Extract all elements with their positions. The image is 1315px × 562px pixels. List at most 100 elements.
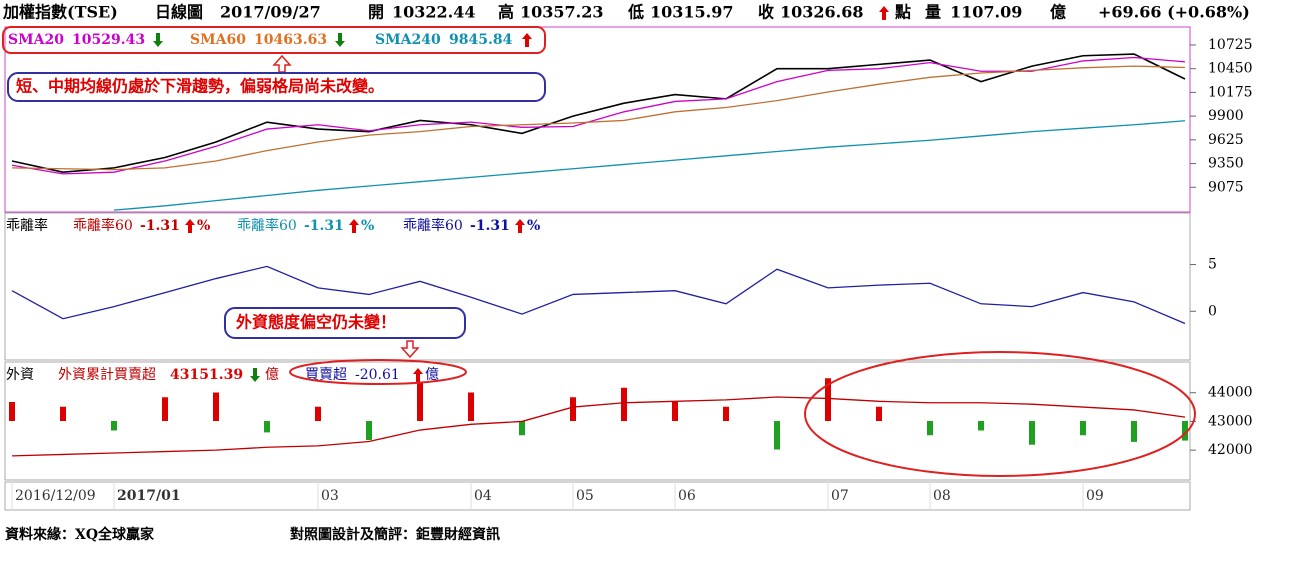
y-tick-label: 10725 (1208, 37, 1253, 53)
bar (1029, 421, 1035, 445)
legend-value: -1.31 (140, 218, 180, 234)
legend-value: 43151.39 (170, 367, 243, 383)
x-tick-label: 09 (1086, 488, 1104, 504)
legend-value: 10529.43 (72, 32, 145, 48)
annotation-frame (7, 72, 546, 102)
arrow-icon (879, 6, 889, 20)
annotation: 短、中期均線仍處於下滑趨勢，偏弱格局尚未改變。 (16, 77, 384, 96)
arrow-icon (413, 368, 423, 382)
y-tick-label: 10175 (1208, 84, 1253, 100)
bar (315, 406, 321, 421)
y-tick-label: 10450 (1208, 61, 1253, 77)
header-change: +69.66 (+0.68%) (1098, 3, 1250, 22)
series-line (11, 56, 1186, 175)
bar (1131, 421, 1137, 442)
header-low-label: 低 (627, 3, 644, 22)
y-tick-label: 44000 (1208, 385, 1253, 401)
y-tick-label: 42000 (1208, 442, 1253, 458)
series-line (113, 120, 1186, 211)
annotation-ellipse (289, 359, 467, 385)
annotation: 外資態度偏空仍未變！ (235, 313, 396, 332)
header-high-label: 高 (498, 3, 514, 22)
legend-name: 乖離率60 (403, 217, 463, 234)
header-open: 10322.44 (392, 3, 476, 22)
bar (60, 406, 66, 421)
legend-value: 10463.63 (254, 32, 327, 48)
legend-unit: % (361, 218, 374, 234)
y-tick-label: 9075 (1208, 179, 1244, 195)
x-tick-label: 2016/12/09 (15, 488, 96, 504)
arrow-icon (185, 219, 195, 233)
foreign-panel (4, 361, 1191, 481)
header-low: 10315.97 (650, 3, 734, 22)
header-index: 加權指數(TSE) (2, 3, 118, 22)
bar (825, 378, 831, 421)
annotation-frame (224, 307, 466, 339)
y-tick-label: 9350 (1208, 156, 1244, 172)
bar (570, 397, 576, 421)
legend-value: -1.31 (304, 218, 344, 234)
header-unit: 點 (895, 3, 911, 22)
footer-text: 資料來緣：XQ全球贏家 (5, 526, 155, 543)
series-line (11, 53, 1186, 173)
legend-value: 9845.84 (449, 32, 513, 48)
legend-unit: 億 (265, 367, 279, 383)
x-tick-label: 03 (321, 488, 339, 504)
bar (978, 421, 984, 431)
bar (621, 387, 627, 421)
arrow-icon (250, 368, 260, 382)
y-tick-label: 9625 (1208, 132, 1244, 148)
legend-value: -20.61 (355, 367, 400, 383)
annotation-ellipse (804, 351, 1196, 477)
x-axis (4, 481, 1191, 511)
bar (1080, 421, 1086, 436)
header-close-label: 收 (758, 3, 774, 22)
series-line (11, 65, 1186, 171)
series-line (11, 265, 1186, 325)
panel-title: 乖離率 (6, 217, 48, 234)
legend-name: 買賣超 (305, 367, 347, 383)
x-tick-label: 06 (678, 488, 696, 504)
bar (672, 402, 678, 421)
bar (519, 421, 525, 436)
legend-unit: % (197, 218, 210, 234)
header-close: 10326.68 (780, 3, 864, 22)
legend-name: 乖離率60 (73, 217, 133, 234)
legend-name: 乖離率60 (237, 217, 297, 234)
annotation-arrow (400, 340, 420, 359)
legend-name: SMA240 (375, 32, 441, 48)
legend-unit: 億 (425, 367, 439, 383)
header-volume-label: 量 (925, 3, 941, 22)
header-high: 10357.23 (520, 3, 604, 22)
bar (111, 421, 117, 431)
panel-title: 外資 (6, 367, 34, 383)
legend-name: SMA20 (8, 32, 64, 48)
bar (9, 402, 15, 421)
bar (774, 421, 780, 450)
arrow-icon (522, 33, 532, 47)
bar (876, 406, 882, 421)
arrow-icon (153, 33, 163, 47)
header-date: 2017/09/27 (220, 3, 321, 22)
x-tick-label: 2017/01 (117, 488, 181, 504)
x-tick-label: 08 (933, 488, 951, 504)
x-tick-label: 05 (576, 488, 594, 504)
series-line (11, 396, 1186, 457)
bar (213, 392, 219, 421)
x-tick-label: 07 (831, 488, 849, 504)
footer-text: 對照圖設計及簡評：鉅豐財經資訊 (290, 526, 500, 543)
deviation-panel (4, 212, 1191, 361)
y-tick-label: 43000 (1208, 413, 1253, 429)
arrow-icon (349, 219, 359, 233)
legend-value: -1.31 (470, 218, 510, 234)
x-tick-label: 04 (474, 488, 492, 504)
legend-unit: % (527, 218, 540, 234)
y-tick-label: 0 (1208, 303, 1217, 319)
header-volume-unit: 億 (1050, 3, 1066, 22)
bar (468, 392, 474, 421)
bar (1182, 421, 1188, 441)
bar (162, 397, 168, 421)
arrow-icon (335, 33, 345, 47)
legend-name: SMA60 (190, 32, 246, 48)
